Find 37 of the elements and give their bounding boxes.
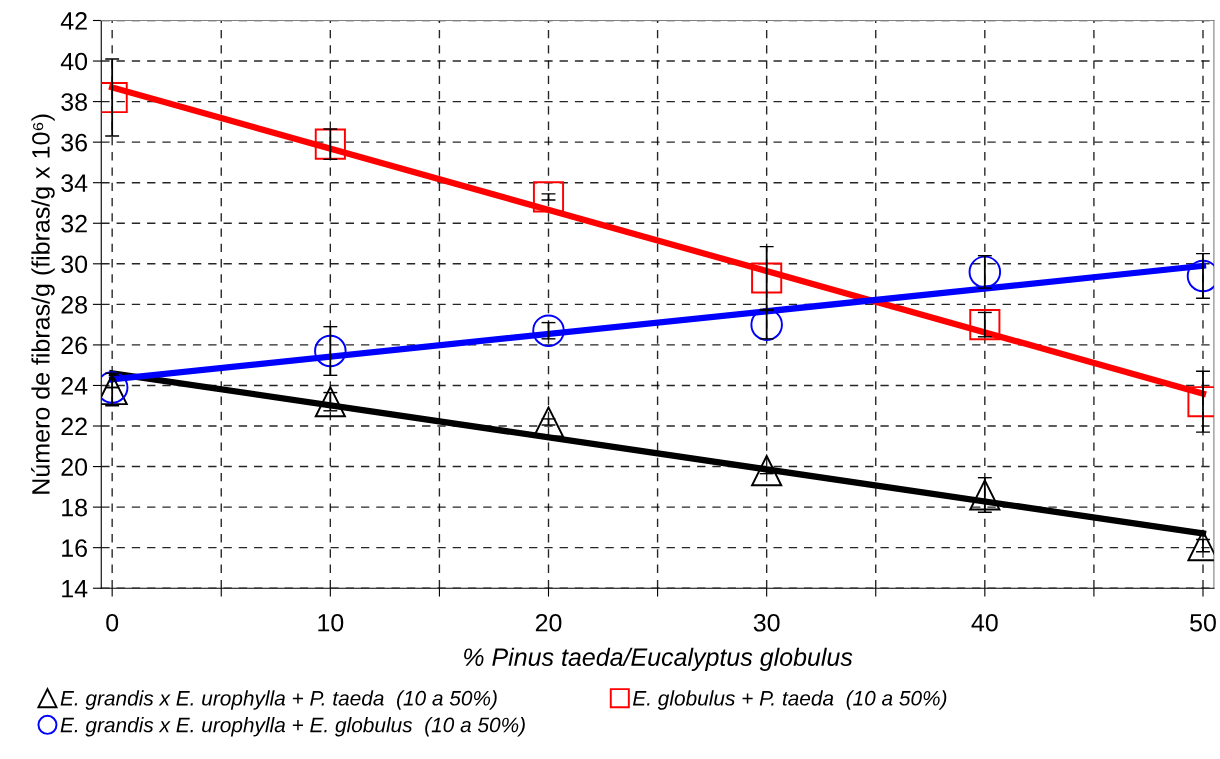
y-tick-label: 26 xyxy=(61,336,87,355)
point xyxy=(969,479,1001,511)
y-tick-label: 24 xyxy=(61,377,88,395)
y-tick-label: 22 xyxy=(61,417,87,436)
point xyxy=(532,314,565,347)
y-tick-label: 38 xyxy=(61,93,87,111)
y-tick-label: 28 xyxy=(61,295,87,314)
point xyxy=(751,262,783,294)
point xyxy=(314,128,346,160)
y-tick-label: 20 xyxy=(61,458,88,476)
legend-label: E. grandis x E. urophylla + P. taeda (10 a 50%) xyxy=(60,690,497,710)
y-tick-label: 42 xyxy=(60,12,87,30)
point xyxy=(969,309,1001,341)
y-axis-title: Número de fibras/g (fibras/g x 10⁶) xyxy=(31,114,55,494)
y-tick-label: 40 xyxy=(60,52,88,71)
y-tick-label: 18 xyxy=(62,498,87,517)
point xyxy=(532,181,565,213)
x-tick-label: 0 xyxy=(106,613,119,632)
x-axis-title: % Pinus taeda/Eucalyptus globulus xyxy=(464,647,853,671)
x-tick-label: 10 xyxy=(318,613,344,632)
y-tick-label: 36 xyxy=(61,133,87,152)
point xyxy=(314,386,346,418)
point xyxy=(751,455,783,487)
y-tick-label: 14 xyxy=(62,580,88,598)
legend-label: E. grandis x E. urophylla + E. globulus (10 a 50%) xyxy=(60,717,525,737)
y-tick-label: 30 xyxy=(61,255,88,274)
point xyxy=(968,255,1002,289)
x-tick-label: 50 xyxy=(1190,613,1216,632)
x-tick-label: 40 xyxy=(971,613,998,632)
x-tick-label: 30 xyxy=(753,613,780,632)
point xyxy=(532,406,565,438)
x-tick-label: 20 xyxy=(535,613,562,632)
point xyxy=(314,334,347,368)
y-tick-label: 32 xyxy=(61,214,87,233)
y-tick-label: 34 xyxy=(61,174,88,193)
y-tick-label: 16 xyxy=(62,539,87,557)
legend-label: E. globulus + P. taeda (10 a 50%) xyxy=(632,690,947,710)
